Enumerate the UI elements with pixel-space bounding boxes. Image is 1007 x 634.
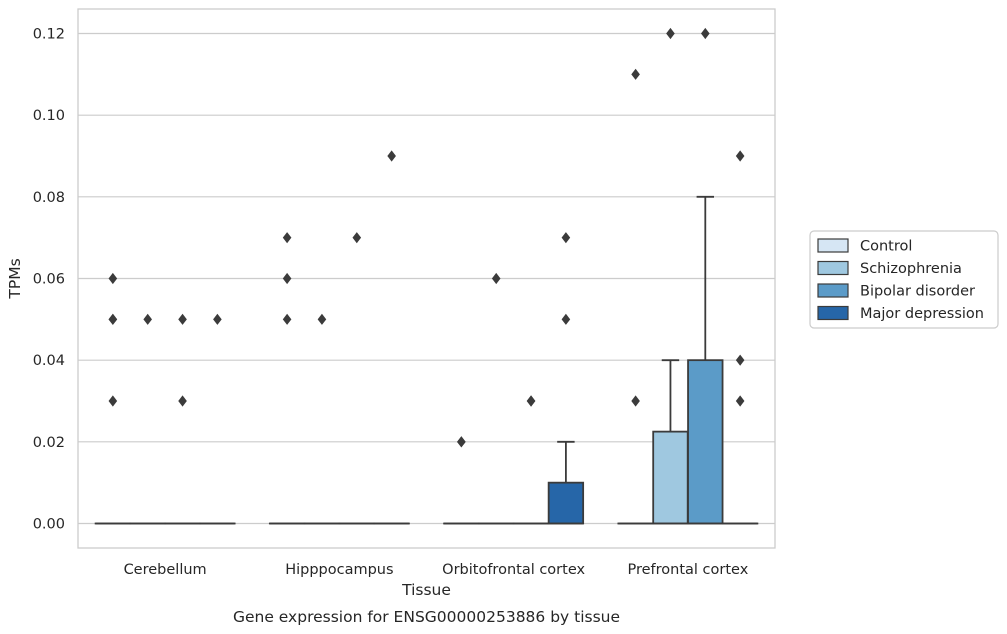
outlier-point (735, 395, 745, 407)
y-gridlines (78, 32, 775, 525)
x-tick-labels: Cerebellum Hipppocampus Orbitofrontal cort… (124, 562, 749, 578)
outlier-point (282, 232, 292, 244)
legend-frame (809, 230, 999, 329)
outlier-point (561, 232, 571, 244)
legend-label: Schizophrenia (860, 261, 962, 277)
legend-label: Bipolar disorder (860, 284, 975, 300)
box-1-0 (268, 232, 306, 525)
box-2-3 (547, 232, 585, 525)
outlier-point (282, 272, 292, 285)
x-axis-label: Tissue (401, 581, 451, 599)
box-1-1 (303, 313, 341, 525)
legend-label: Major depression (860, 306, 984, 322)
x-tick-label: Orbitofrontal cortex (442, 562, 585, 578)
y-tick-label: 0.04 (33, 353, 65, 369)
outlier-point (282, 313, 292, 325)
legend-label: Control (860, 239, 912, 255)
outlier-point (735, 150, 745, 162)
box-iqr (547, 481, 585, 525)
box-iqr (687, 359, 724, 525)
legend-swatch (817, 238, 849, 253)
outlier-point (317, 313, 327, 325)
y-tick-label: 0.02 (33, 435, 65, 451)
box-0-0 (94, 272, 132, 525)
y-tick-label: 0.00 (33, 517, 65, 533)
box-2-2 (512, 395, 550, 525)
outlier-point (178, 313, 187, 325)
box-3-0 (617, 68, 654, 525)
outlier-point (735, 354, 745, 366)
outlier-point (352, 232, 362, 244)
legend: Control Schizophrenia Bipolar disorder Majo… (809, 230, 999, 329)
outlier-point (666, 27, 675, 40)
outlier-point (701, 27, 710, 40)
plot-area-frame (77, 8, 776, 549)
y-tick-label: 0.10 (33, 108, 65, 124)
box-iqr (652, 430, 689, 525)
y-tick-label: 0.12 (33, 27, 65, 43)
chart-caption: Gene expression for ENSG00000253886 by t… (233, 608, 620, 626)
outlier-point (108, 272, 118, 285)
x-tick-label: Cerebellum (124, 562, 207, 578)
legend-swatch (817, 260, 849, 276)
outlier-point (143, 313, 152, 325)
x-tick-label: Prefrontal cortex (627, 562, 748, 578)
outlier-point (457, 436, 466, 448)
outlier-point (561, 313, 571, 325)
box-1-3 (373, 150, 410, 525)
box-groups (94, 27, 759, 525)
outlier-point (387, 150, 396, 162)
y-tick-label: 0.08 (33, 190, 65, 206)
box-0-3 (199, 313, 236, 525)
outlier-point (491, 272, 501, 285)
outlier-point (178, 395, 187, 407)
box-3-3 (721, 150, 759, 525)
legend-swatch (817, 305, 849, 321)
box-1-2 (338, 232, 375, 525)
box-2-1 (478, 272, 515, 525)
box-3-1 (652, 27, 689, 525)
outlier-point (526, 395, 536, 407)
box-2-0 (443, 436, 480, 525)
outlier-point (213, 313, 222, 325)
box-0-2 (164, 313, 201, 525)
outlier-point (631, 395, 640, 407)
box-0-1 (129, 313, 166, 525)
y-tick-label: 0.06 (33, 272, 65, 288)
x-tick-label: Hipppocampus (285, 562, 393, 578)
outlier-point (108, 395, 118, 407)
y-axis-label: TPMs (6, 258, 24, 299)
legend-swatch (817, 283, 849, 298)
outlier-point (631, 68, 640, 80)
box-3-2 (687, 27, 724, 525)
outlier-point (108, 313, 118, 325)
y-tick-labels: 0.00 0.02 0.04 0.06 0.08 0.10 0.12 (33, 27, 65, 533)
